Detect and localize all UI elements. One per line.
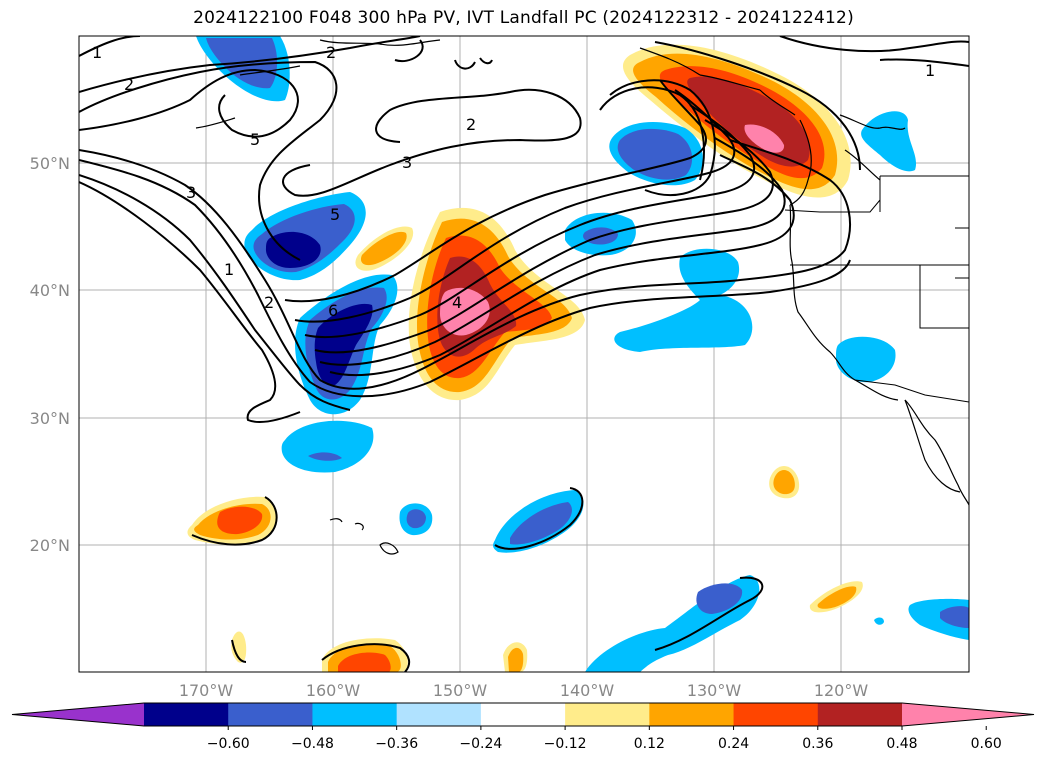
colorbar-tick-label: −0.36 [375, 736, 418, 752]
contour-label: 2 [326, 43, 336, 62]
lon-tick-label: 130°W [687, 681, 742, 700]
colorbar: −0.60 −0.48 −0.36 −0.24 −0.12 0.12 0.24 0.36 0.4… [11, 702, 1035, 752]
contour-label: 3 [402, 153, 412, 172]
colorbar-outline [11, 702, 1035, 727]
plot-area: 1 2 2 5 3 2 3 5 1 2 6 4 1 [79, 36, 969, 672]
colorbar-tick-label: 0.24 [718, 736, 749, 752]
positive-anomaly-small-features [187, 226, 863, 672]
colorbar-segment [228, 703, 313, 726]
colorbar-segment [144, 703, 229, 726]
plot-frame [78, 35, 970, 673]
longitude-tick-labels: 170°W 160°W 150°W 140°W 130°W 120°W [179, 681, 869, 700]
negative-anomaly-features [196, 36, 969, 672]
colorbar-segment [565, 703, 650, 726]
lon-tick-label: 150°W [433, 681, 488, 700]
contour-labels: 1 2 2 5 3 2 3 5 1 2 6 4 1 [92, 43, 935, 320]
colorbar-segment [817, 703, 903, 726]
colorbar-extension-low [12, 703, 144, 726]
colorbar-segment [312, 703, 398, 726]
colorbar-tick-label: 0.48 [886, 736, 917, 752]
colorbar-extension-high [902, 703, 1034, 726]
contour-label: 2 [124, 75, 134, 94]
colorbar-segment [649, 703, 735, 726]
lat-tick-label: 20°N [30, 536, 70, 555]
map-title: 2024122100 F048 300 hPa PV, IVT Landfall… [193, 8, 854, 28]
colorbar-tick-label: 0.36 [802, 736, 833, 752]
contour-label: 1 [925, 61, 935, 80]
colorbar-tick-label: −0.24 [459, 736, 502, 752]
contour-label: 2 [264, 293, 274, 312]
latitude-tick-labels: 20°N 30°N 40°N 50°N [30, 154, 70, 555]
lon-tick-label: 160°W [306, 681, 361, 700]
contour-label: 5 [250, 130, 260, 149]
colorbar-tick-label: −0.60 [207, 736, 250, 752]
lat-tick-label: 40°N [30, 281, 70, 300]
contour-label: 1 [92, 43, 102, 62]
contour-label: 1 [224, 260, 234, 279]
lon-tick-label: 170°W [179, 681, 234, 700]
lon-tick-label: 120°W [814, 681, 869, 700]
contour-label: 2 [466, 115, 476, 134]
colorbar-tick-label: 0.60 [971, 736, 1002, 752]
colorbar-tick-label: −0.12 [544, 736, 587, 752]
coastlines [195, 39, 969, 555]
colorbar-segment [733, 703, 819, 726]
lon-tick-label: 140°W [560, 681, 615, 700]
colorbar-segment [396, 703, 482, 726]
colorbar-tick-label: 0.12 [634, 736, 665, 752]
contour-label: 3 [186, 183, 196, 202]
contour-label: 6 [328, 301, 338, 320]
colorbar-tick-label: −0.48 [291, 736, 334, 752]
contour-label: 4 [452, 293, 462, 312]
political-borders [784, 175, 969, 403]
pv-contours [79, 36, 969, 672]
contour-label: 5 [330, 205, 340, 224]
colorbar-segment [480, 703, 566, 726]
lat-tick-label: 30°N [30, 409, 70, 428]
lat-tick-label: 50°N [30, 154, 70, 173]
